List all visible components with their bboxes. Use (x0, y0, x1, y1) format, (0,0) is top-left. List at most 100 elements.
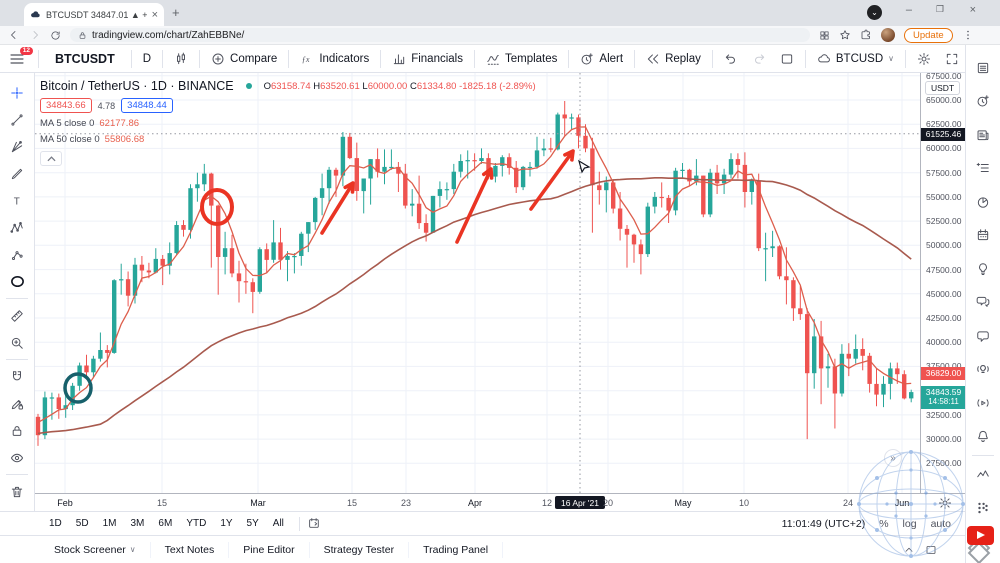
text-icon[interactable]: T (4, 187, 30, 214)
templates-button[interactable]: Templates (479, 45, 564, 73)
panel-collapse-icon[interactable] (903, 544, 915, 556)
trend-line-icon[interactable] (4, 106, 30, 133)
ruler-icon[interactable] (4, 302, 30, 329)
ma5-legend[interactable]: MA 5 close 0 62177.86 (40, 118, 140, 129)
extension-icon[interactable] (819, 30, 830, 41)
main-menu-button[interactable]: 12 (0, 45, 34, 73)
tab-stock-screener[interactable]: Stock Screener ∨ (40, 541, 151, 558)
browser-tab[interactable]: BTCUSDT 34847.01 ▲ +1.83% BT × (24, 3, 164, 26)
news-icon[interactable] (970, 118, 996, 152)
reload-icon[interactable] (50, 30, 61, 41)
idea-bulb-icon[interactable] (970, 252, 996, 286)
update-button[interactable]: Update (904, 27, 953, 43)
buy-price-button[interactable]: 34848.44 (121, 98, 173, 113)
symbol-button[interactable]: BTCUSDT (55, 51, 115, 66)
menu-dots-icon[interactable] (962, 29, 974, 41)
notifications-bell-icon[interactable] (970, 420, 996, 454)
auto-scale-toggle[interactable]: auto (930, 517, 951, 530)
window-minimize-icon[interactable]: – (905, 4, 912, 16)
range-6m-button[interactable]: 6M (158, 518, 173, 529)
candlestick-chart[interactable] (35, 73, 920, 493)
range-1d-button[interactable]: 1D (49, 518, 62, 529)
magnet-icon[interactable] (4, 363, 30, 390)
candle-body (347, 136, 352, 159)
layout-button[interactable] (773, 45, 801, 73)
range-ytd-button[interactable]: YTD (186, 518, 207, 529)
time-axis[interactable]: 16 Apr '21 Feb 15 Mar 15 23 Apr 12 20 May 10 24 Jun (35, 493, 965, 511)
trash-icon[interactable] (4, 478, 30, 505)
watchlist-icon[interactable] (970, 51, 996, 85)
hotlist-icon[interactable] (970, 185, 996, 219)
url-bar[interactable]: tradingview.com/chart/ZahEBBNe/ (70, 28, 810, 42)
financials-button[interactable]: Financials (385, 45, 470, 73)
goto-date-icon[interactable] (308, 517, 321, 530)
streams-bulb-icon[interactable] (970, 353, 996, 387)
legend-collapse-button[interactable] (40, 151, 62, 166)
panel-window-icon[interactable] (925, 544, 937, 556)
profile-chip-icon[interactable]: ⌄ (867, 5, 882, 20)
candle-body (514, 167, 519, 188)
range-1m-button[interactable]: 1M (102, 518, 117, 529)
chart-style-button[interactable] (167, 45, 195, 73)
tab-trading-panel[interactable]: Trading Panel (409, 541, 504, 558)
new-tab-button[interactable]: + (172, 5, 180, 20)
compare-icon (211, 52, 225, 66)
forecast-icon[interactable] (4, 241, 30, 268)
eye-icon[interactable] (4, 444, 30, 471)
indicators-button[interactable]: ƒx Indicators (302, 52, 370, 65)
tab-close-icon[interactable]: × (151, 8, 158, 21)
ideas-list-icon[interactable] (970, 152, 996, 186)
sell-price-button[interactable]: 34843.66 (40, 98, 92, 113)
ma50-legend[interactable]: MA 50 close 0 55806.68 (40, 134, 145, 145)
lock-icon[interactable] (4, 417, 30, 444)
forward-icon[interactable] (29, 29, 41, 41)
alert-button[interactable]: Alert (573, 45, 630, 73)
bookmark-star-icon[interactable] (839, 29, 851, 41)
scroll-to-realtime-button[interactable]: » (884, 449, 902, 467)
live-streams-icon[interactable] (970, 386, 996, 420)
tab-strategy-tester[interactable]: Strategy Tester (310, 541, 410, 558)
range-5d-button[interactable]: 5D (75, 518, 89, 529)
draw-lock-icon[interactable] (4, 390, 30, 417)
tab-pine-editor[interactable]: Pine Editor (229, 541, 310, 558)
percent-scale-toggle[interactable]: % (879, 517, 889, 530)
pitchfork-icon[interactable] (4, 133, 30, 160)
alert-clock-icon[interactable] (970, 85, 996, 119)
fullscreen-button[interactable] (938, 45, 966, 73)
interval-button[interactable]: D (142, 52, 152, 65)
templates-icon (486, 52, 500, 66)
window-close-icon[interactable]: × (969, 4, 976, 16)
replay-button[interactable]: Replay (639, 45, 708, 73)
log-scale-toggle[interactable]: log (902, 517, 917, 530)
order-panel-icon[interactable] (970, 458, 996, 492)
range-5y-button[interactable]: 5Y (246, 518, 259, 529)
settings-button[interactable] (910, 45, 938, 73)
brush-icon[interactable] (4, 160, 30, 187)
range-1y-button[interactable]: 1Y (220, 518, 233, 529)
symbol-title[interactable]: Bitcoin / TetherUS · 1D · BINANCE (40, 79, 234, 93)
private-chat-icon[interactable] (970, 319, 996, 353)
price-axis[interactable]: 27500.0030000.0032500.0035000.0037500.00… (920, 73, 965, 511)
candle-body (791, 280, 796, 309)
public-chats-icon[interactable] (970, 286, 996, 320)
undo-button[interactable] (717, 45, 745, 73)
range-3m-button[interactable]: 3M (130, 518, 145, 529)
clock[interactable]: 11:01:49 (UTC+2) (781, 517, 866, 530)
calendar-icon[interactable] (970, 219, 996, 253)
redo-button[interactable] (745, 45, 773, 73)
ellipse-icon[interactable] (4, 268, 30, 295)
candle-body (631, 234, 637, 245)
window-maximize-icon[interactable]: ❐ (935, 4, 944, 14)
crosshair-icon[interactable] (4, 79, 30, 106)
range-all-button[interactable]: All (272, 518, 284, 529)
object-tree-icon[interactable] (970, 492, 996, 526)
back-icon[interactable] (8, 29, 20, 41)
currency-toggle[interactable]: USDT (925, 81, 961, 95)
zoom-in-icon[interactable] (4, 329, 30, 356)
extensions-puzzle-icon[interactable] (860, 29, 872, 41)
compare-button[interactable]: Compare (204, 45, 284, 73)
cloud-layout-button[interactable]: BTCUSD ∨ (810, 45, 901, 73)
xabcd-pattern-icon[interactable] (4, 214, 30, 241)
avatar[interactable] (881, 28, 895, 42)
tab-text-notes[interactable]: Text Notes (151, 541, 230, 558)
